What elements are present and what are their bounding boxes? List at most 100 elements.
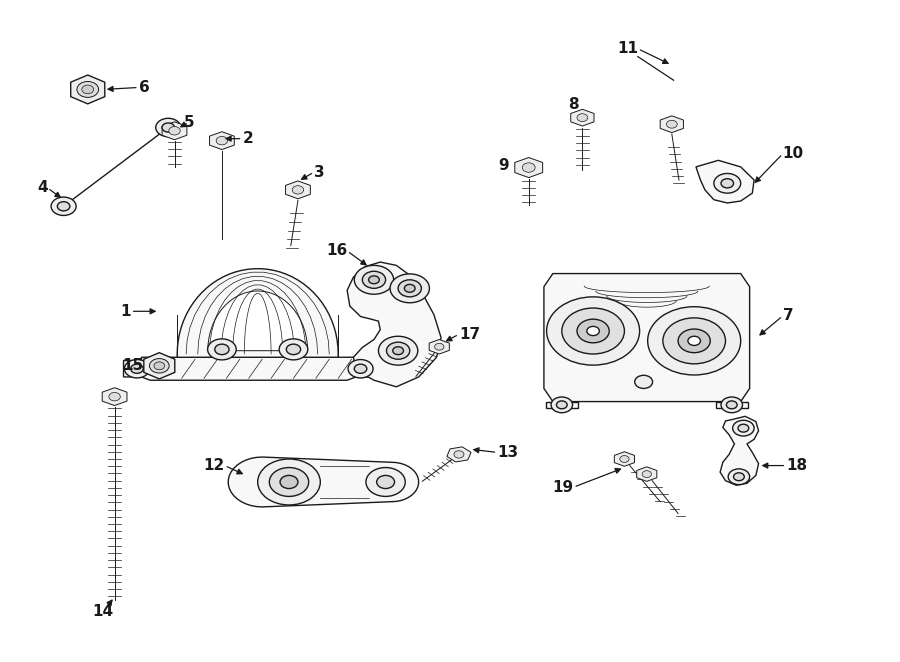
Circle shape [363, 271, 385, 289]
Circle shape [292, 185, 303, 194]
Circle shape [386, 342, 410, 359]
Circle shape [678, 329, 710, 353]
Text: 11: 11 [616, 41, 638, 56]
Text: 7: 7 [783, 308, 794, 324]
Circle shape [124, 359, 149, 378]
Polygon shape [696, 160, 754, 203]
Text: 6: 6 [139, 80, 149, 95]
Circle shape [556, 401, 567, 409]
Circle shape [286, 344, 301, 355]
Circle shape [355, 265, 393, 294]
Circle shape [378, 336, 418, 365]
Polygon shape [177, 269, 338, 357]
Circle shape [355, 364, 367, 373]
Polygon shape [285, 181, 310, 199]
Text: 12: 12 [203, 458, 225, 473]
Circle shape [738, 424, 749, 432]
Polygon shape [144, 353, 175, 379]
Circle shape [398, 280, 421, 297]
Circle shape [279, 339, 308, 360]
Circle shape [392, 347, 403, 355]
Circle shape [726, 401, 737, 409]
Polygon shape [716, 402, 748, 408]
Circle shape [728, 469, 750, 485]
Circle shape [734, 473, 744, 481]
Circle shape [667, 120, 677, 128]
Circle shape [156, 118, 181, 136]
Circle shape [577, 319, 609, 343]
Circle shape [366, 467, 405, 496]
Circle shape [688, 336, 700, 346]
Circle shape [634, 375, 652, 389]
Circle shape [620, 455, 629, 463]
Polygon shape [208, 291, 308, 351]
Circle shape [169, 126, 180, 135]
Circle shape [257, 459, 320, 505]
Circle shape [721, 397, 742, 412]
Circle shape [714, 173, 741, 193]
Circle shape [562, 308, 625, 354]
Circle shape [58, 202, 70, 211]
Polygon shape [71, 75, 104, 104]
Circle shape [51, 197, 76, 215]
Circle shape [522, 163, 536, 172]
Polygon shape [123, 357, 374, 380]
Circle shape [377, 475, 394, 489]
Text: 10: 10 [783, 146, 804, 162]
Circle shape [435, 344, 444, 350]
Circle shape [215, 344, 230, 355]
Text: 5: 5 [184, 115, 194, 130]
Polygon shape [720, 416, 759, 485]
Circle shape [404, 285, 415, 292]
Polygon shape [162, 122, 187, 140]
Circle shape [269, 467, 309, 496]
Circle shape [733, 420, 754, 436]
Circle shape [577, 114, 588, 122]
Text: 19: 19 [553, 480, 573, 495]
Polygon shape [615, 451, 634, 466]
Text: 2: 2 [242, 131, 253, 146]
Text: 9: 9 [499, 158, 509, 173]
Circle shape [454, 451, 464, 458]
Circle shape [721, 179, 734, 188]
Circle shape [546, 297, 640, 365]
Polygon shape [429, 340, 449, 354]
Text: 3: 3 [314, 165, 325, 179]
Text: 4: 4 [37, 181, 48, 195]
Circle shape [130, 364, 143, 373]
Circle shape [109, 393, 121, 401]
Circle shape [76, 81, 99, 97]
Text: 16: 16 [326, 244, 347, 258]
Circle shape [208, 339, 236, 360]
Circle shape [648, 307, 741, 375]
Text: 17: 17 [459, 327, 480, 342]
Polygon shape [210, 132, 234, 150]
Text: 14: 14 [93, 604, 113, 620]
Circle shape [149, 359, 169, 373]
Polygon shape [347, 262, 441, 387]
Polygon shape [571, 109, 594, 126]
Polygon shape [229, 457, 418, 507]
Circle shape [390, 274, 429, 303]
Circle shape [280, 475, 298, 489]
Circle shape [348, 359, 374, 378]
Text: 8: 8 [568, 97, 579, 112]
Polygon shape [103, 388, 127, 406]
Circle shape [162, 123, 175, 132]
Circle shape [216, 136, 228, 145]
Text: 18: 18 [787, 458, 807, 473]
Text: 15: 15 [122, 358, 143, 373]
Circle shape [587, 326, 599, 336]
Polygon shape [661, 116, 683, 132]
Circle shape [369, 276, 379, 284]
Circle shape [154, 362, 165, 370]
Polygon shape [636, 467, 657, 481]
Polygon shape [515, 158, 543, 177]
Circle shape [663, 318, 725, 364]
Polygon shape [545, 402, 578, 408]
Text: 13: 13 [498, 445, 518, 460]
Text: 1: 1 [121, 304, 130, 319]
Circle shape [551, 397, 572, 412]
Circle shape [82, 85, 94, 94]
Polygon shape [544, 273, 750, 402]
